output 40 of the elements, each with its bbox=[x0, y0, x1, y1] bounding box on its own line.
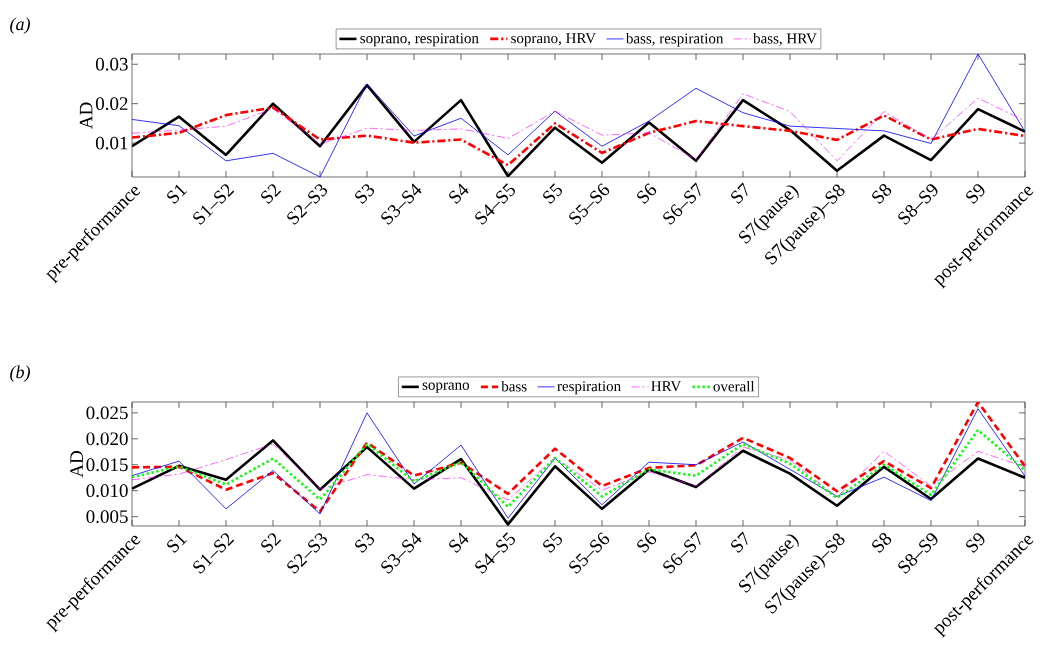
legend-label: bass bbox=[501, 380, 527, 392]
y-axis-title: AD bbox=[79, 102, 93, 130]
x-tick-label: S6 bbox=[637, 532, 657, 553]
legend-label: overall bbox=[713, 380, 755, 392]
x-tick-label: S2 bbox=[261, 533, 282, 553]
y-axis-title: AD bbox=[70, 451, 83, 478]
legend-label: soprano, HRV bbox=[511, 33, 596, 47]
x-tick-label: S2 bbox=[261, 184, 282, 204]
x-tick-label: S4 bbox=[449, 183, 469, 204]
y-tick-label: 0.020 bbox=[86, 432, 128, 446]
x-tick-label: S8 bbox=[872, 184, 892, 204]
y-tick-label: 0.03 bbox=[95, 57, 128, 71]
y-tick-label: 0.025 bbox=[86, 406, 128, 420]
text: (a) bbox=[10, 17, 30, 34]
x-tick-label: S1 bbox=[167, 184, 188, 204]
line-series bbox=[132, 106, 1026, 167]
x-tick-label: S3 bbox=[355, 533, 375, 553]
y-tick-label: 0.015 bbox=[86, 458, 128, 472]
line-series bbox=[132, 443, 1026, 501]
y-tick-label: 0.02 bbox=[95, 97, 128, 111]
legend-label: soprano bbox=[422, 382, 470, 393]
y-tick-label: 0.01 bbox=[95, 136, 128, 150]
x-tick-label: S8 bbox=[872, 533, 892, 553]
text: (b) bbox=[10, 365, 30, 382]
line-series bbox=[132, 93, 1026, 162]
y-tick-label: 0.010 bbox=[86, 484, 128, 498]
x-tick-label: S5 bbox=[543, 532, 562, 553]
x-tick-label: S6 bbox=[637, 183, 657, 204]
legend-label: HRV bbox=[651, 381, 682, 392]
legend-label: bass, respiration bbox=[625, 32, 724, 47]
legend-label: respiration bbox=[557, 381, 621, 395]
line-series bbox=[132, 53, 1026, 177]
line-series bbox=[132, 428, 1026, 509]
x-tick-label: S4 bbox=[449, 532, 469, 553]
x-tick-label: S3 bbox=[355, 184, 375, 204]
y-tick-label: 0.005 bbox=[86, 510, 128, 524]
x-tick-label: S5 bbox=[543, 183, 562, 204]
legend-label: soprano, respiration bbox=[360, 33, 479, 47]
legend-label: bass, HRV bbox=[753, 32, 817, 46]
x-tick-label: S1 bbox=[167, 533, 188, 553]
